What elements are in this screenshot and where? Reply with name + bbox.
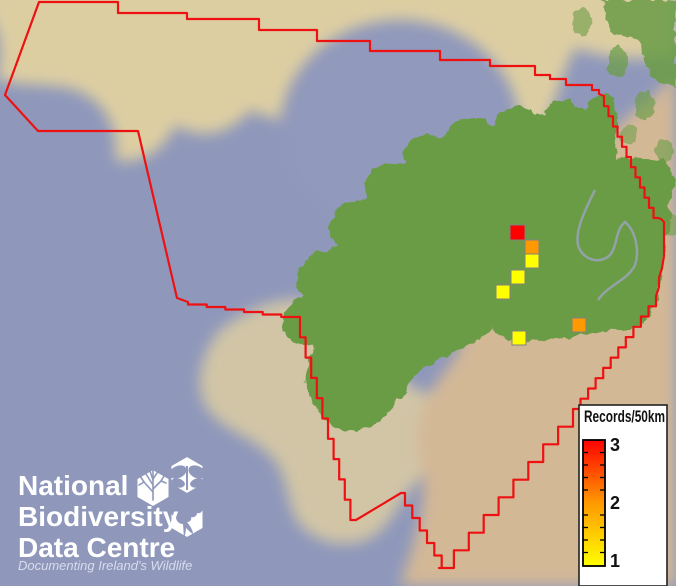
svg-text:1: 1 xyxy=(610,551,620,571)
svg-text:National: National xyxy=(18,470,128,501)
svg-text:Documenting Ireland's Wildlife: Documenting Ireland's Wildlife xyxy=(18,558,192,573)
svg-text:Records/50km: Records/50km xyxy=(584,407,665,426)
svg-text:3: 3 xyxy=(610,435,620,455)
svg-text:2: 2 xyxy=(610,493,620,513)
svg-text:Biodiversity: Biodiversity xyxy=(18,501,179,532)
